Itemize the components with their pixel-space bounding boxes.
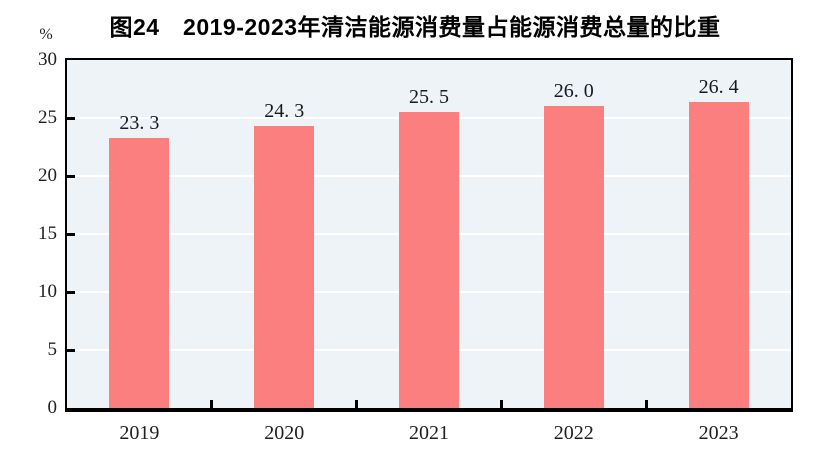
y-axis-tick-mark (67, 232, 75, 236)
bar-value-label: 26. 0 (553, 80, 594, 103)
bar (688, 101, 749, 408)
bar-value-label: 23. 3 (119, 111, 160, 134)
x-axis-tick-mark (499, 400, 503, 408)
bar-value-label: 25. 5 (409, 86, 449, 109)
y-axis-tick-label: 5 (47, 339, 58, 360)
bar (543, 106, 604, 408)
x-axis-tick-mark (210, 400, 214, 408)
y-axis-tick-label: 15 (38, 223, 57, 244)
x-axis-tick-label: 2023 (698, 422, 739, 444)
x-axis-tick-label: 2020 (264, 422, 305, 444)
y-axis-tick-mark (67, 348, 75, 352)
y-axis-tick-label: 30 (38, 49, 57, 70)
y-axis-tick-label: 10 (38, 281, 57, 302)
y-axis-tick-label: 25 (38, 107, 57, 128)
bar-value-label: 24. 3 (264, 100, 305, 123)
bar-value-label: 26. 4 (698, 75, 739, 98)
y-axis-tick-mark (67, 174, 75, 178)
y-axis-unit-label: % (39, 26, 53, 43)
plot-area: 23. 3 24. 3 25. 5 26. 0 26. 4 (65, 58, 793, 412)
x-axis-tick-mark (355, 400, 359, 408)
x-axis-tick-label: 2022 (553, 422, 594, 444)
bar (399, 112, 459, 408)
x-axis-tick-label: 2021 (409, 422, 449, 444)
x-axis-tick-label: 2019 (119, 422, 160, 444)
y-axis-tick-mark (67, 116, 75, 120)
chart-title: 图24 2019-2023年清洁能源消费量占能源消费总量的比重 (109, 14, 721, 40)
plot-inner-layer: 23. 3 24. 3 25. 5 26. 0 26. 4 (67, 60, 791, 408)
bar (254, 126, 315, 408)
bar (109, 137, 170, 408)
y-axis-tick-label: 0 (47, 397, 58, 418)
y-axis-tick-label: 20 (38, 165, 57, 186)
x-axis-tick-mark (644, 400, 648, 408)
y-axis-tick-mark (67, 290, 75, 294)
